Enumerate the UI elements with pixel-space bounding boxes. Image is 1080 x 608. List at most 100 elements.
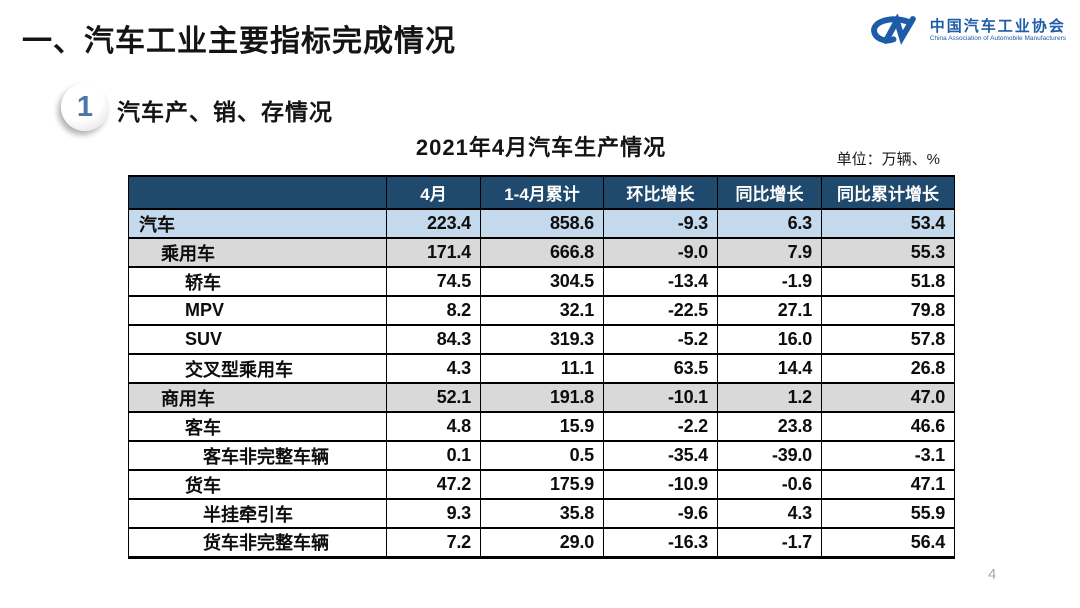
col-header-month: 4月 — [386, 175, 481, 210]
cell-cumulative-value: 666.8 — [480, 237, 604, 268]
table-title: 2021年4月汽车生产情况 — [415, 135, 667, 160]
cell-yoy-cumulative-growth: 55.9 — [821, 498, 955, 529]
col-header-mom-growth: 环比增长 — [603, 175, 718, 210]
cell-mom-growth: -16.3 — [603, 527, 718, 559]
cell-yoy-growth: -39.0 — [717, 440, 822, 471]
row-label: MPV — [128, 295, 387, 326]
page-title: 一、汽车工业主要指标完成情况 — [22, 25, 456, 58]
production-table: 4月 1-4月累计 环比增长 同比增长 同比累计增长 汽车 223.4 858.… — [128, 175, 955, 559]
cell-mom-growth: -5.2 — [603, 324, 718, 355]
cell-month-value: 223.4 — [386, 208, 481, 239]
cell-yoy-cumulative-growth: 47.0 — [821, 382, 955, 413]
cell-cumulative-value: 175.9 — [480, 469, 604, 500]
caam-logo-text: 中国汽车工业协会 China Association of Automobile… — [930, 18, 1066, 43]
cell-mom-growth: -2.2 — [603, 411, 718, 442]
col-header-cumulative: 1-4月累计 — [480, 175, 604, 210]
cell-yoy-cumulative-growth: 46.6 — [821, 411, 955, 442]
cell-yoy-growth: 23.8 — [717, 411, 822, 442]
cell-cumulative-value: 35.8 — [480, 498, 604, 529]
cell-yoy-cumulative-growth: 79.8 — [821, 295, 955, 326]
row-label: 半挂牵引车 — [128, 498, 387, 529]
cell-cumulative-value: 32.1 — [480, 295, 604, 326]
table-row: 客车非完整车辆 0.1 0.5 -35.4 -39.0 -3.1 — [128, 440, 955, 471]
cell-month-value: 52.1 — [386, 382, 481, 413]
cell-yoy-cumulative-growth: 47.1 — [821, 469, 955, 500]
table-row: 汽车 223.4 858.6 -9.3 6.3 53.4 — [128, 208, 955, 239]
row-label: 货车非完整车辆 — [128, 527, 387, 559]
cell-yoy-cumulative-growth: -3.1 — [821, 440, 955, 471]
row-label: 货车 — [128, 469, 387, 500]
table-row: 货车 47.2 175.9 -10.9 -0.6 47.1 — [128, 469, 955, 500]
table-row: MPV 8.2 32.1 -22.5 27.1 79.8 — [128, 295, 955, 326]
cell-month-value: 8.2 — [386, 295, 481, 326]
cell-month-value: 0.1 — [386, 440, 481, 471]
section-number-badge: 1 — [61, 83, 109, 131]
cell-cumulative-value: 191.8 — [480, 382, 604, 413]
page-number: 4 — [988, 566, 997, 583]
cell-mom-growth: -35.4 — [603, 440, 718, 471]
cell-yoy-cumulative-growth: 51.8 — [821, 266, 955, 297]
row-label: 乘用车 — [128, 237, 387, 268]
row-label: 交叉型乘用车 — [128, 353, 387, 384]
table-row: 乘用车 171.4 666.8 -9.0 7.9 55.3 — [128, 237, 955, 268]
caam-logo: 中国汽车工业协会 China Association of Automobile… — [869, 14, 1066, 46]
table-row: 交叉型乘用车 4.3 11.1 63.5 14.4 26.8 — [128, 353, 955, 384]
row-label: 轿车 — [128, 266, 387, 297]
cell-yoy-growth: 14.4 — [717, 353, 822, 384]
cell-yoy-cumulative-growth: 53.4 — [821, 208, 955, 239]
cell-month-value: 7.2 — [386, 527, 481, 559]
cell-mom-growth: -13.4 — [603, 266, 718, 297]
cell-yoy-growth: -1.9 — [717, 266, 822, 297]
table-row: 半挂牵引车 9.3 35.8 -9.6 4.3 55.9 — [128, 498, 955, 529]
cell-yoy-cumulative-growth: 57.8 — [821, 324, 955, 355]
row-label: SUV — [128, 324, 387, 355]
cell-cumulative-value: 29.0 — [480, 527, 604, 559]
cell-cumulative-value: 858.6 — [480, 208, 604, 239]
caam-logo-name-en: China Association of Automobile Manufact… — [929, 34, 1066, 42]
cell-month-value: 171.4 — [386, 237, 481, 268]
cell-mom-growth: -9.0 — [603, 237, 718, 268]
cell-yoy-growth: 7.9 — [717, 237, 822, 268]
caam-logo-name-cn: 中国汽车工业协会 — [929, 17, 1066, 35]
cell-mom-growth: 63.5 — [603, 353, 718, 384]
cell-yoy-cumulative-growth: 55.3 — [821, 237, 955, 268]
cell-yoy-growth: -0.6 — [717, 469, 822, 500]
cell-yoy-growth: 16.0 — [717, 324, 822, 355]
cell-mom-growth: -9.6 — [603, 498, 718, 529]
cell-mom-growth: -10.1 — [603, 382, 718, 413]
row-label: 商用车 — [128, 382, 387, 413]
cell-month-value: 4.8 — [386, 411, 481, 442]
cell-yoy-growth: 1.2 — [717, 382, 822, 413]
production-table-wrap: 4月 1-4月累计 环比增长 同比增长 同比累计增长 汽车 223.4 858.… — [128, 175, 955, 559]
table-header-row: 4月 1-4月累计 环比增长 同比增长 同比累计增长 — [128, 175, 955, 210]
cell-month-value: 9.3 — [386, 498, 481, 529]
table-row: 轿车 74.5 304.5 -13.4 -1.9 51.8 — [128, 266, 955, 297]
table-body: 汽车 223.4 858.6 -9.3 6.3 53.4 乘用车 171.4 6… — [128, 208, 955, 559]
table-row: SUV 84.3 319.3 -5.2 16.0 57.8 — [128, 324, 955, 355]
caam-logo-icon — [869, 14, 923, 46]
col-header-yoy-cumulative-growth: 同比累计增长 — [821, 175, 955, 210]
section-title: 汽车产、销、存情况 — [117, 99, 333, 125]
cell-month-value: 74.5 — [386, 266, 481, 297]
cell-yoy-growth: 27.1 — [717, 295, 822, 326]
cell-cumulative-value: 319.3 — [480, 324, 604, 355]
cell-yoy-cumulative-growth: 26.8 — [821, 353, 955, 384]
cell-yoy-cumulative-growth: 56.4 — [821, 527, 955, 559]
row-label: 客车 — [128, 411, 387, 442]
cell-yoy-growth: -1.7 — [717, 527, 822, 559]
cell-mom-growth: -22.5 — [603, 295, 718, 326]
table-row: 客车 4.8 15.9 -2.2 23.8 46.6 — [128, 411, 955, 442]
cell-yoy-growth: 4.3 — [717, 498, 822, 529]
cell-month-value: 47.2 — [386, 469, 481, 500]
cell-month-value: 84.3 — [386, 324, 481, 355]
col-header-yoy-growth: 同比增长 — [717, 175, 822, 210]
table-row: 商用车 52.1 191.8 -10.1 1.2 47.0 — [128, 382, 955, 413]
row-label: 客车非完整车辆 — [128, 440, 387, 471]
cell-mom-growth: -9.3 — [603, 208, 718, 239]
cell-cumulative-value: 304.5 — [480, 266, 604, 297]
cell-month-value: 4.3 — [386, 353, 481, 384]
cell-cumulative-value: 11.1 — [480, 353, 604, 384]
cell-mom-growth: -10.9 — [603, 469, 718, 500]
unit-note: 单位：万辆、% — [836, 151, 940, 168]
